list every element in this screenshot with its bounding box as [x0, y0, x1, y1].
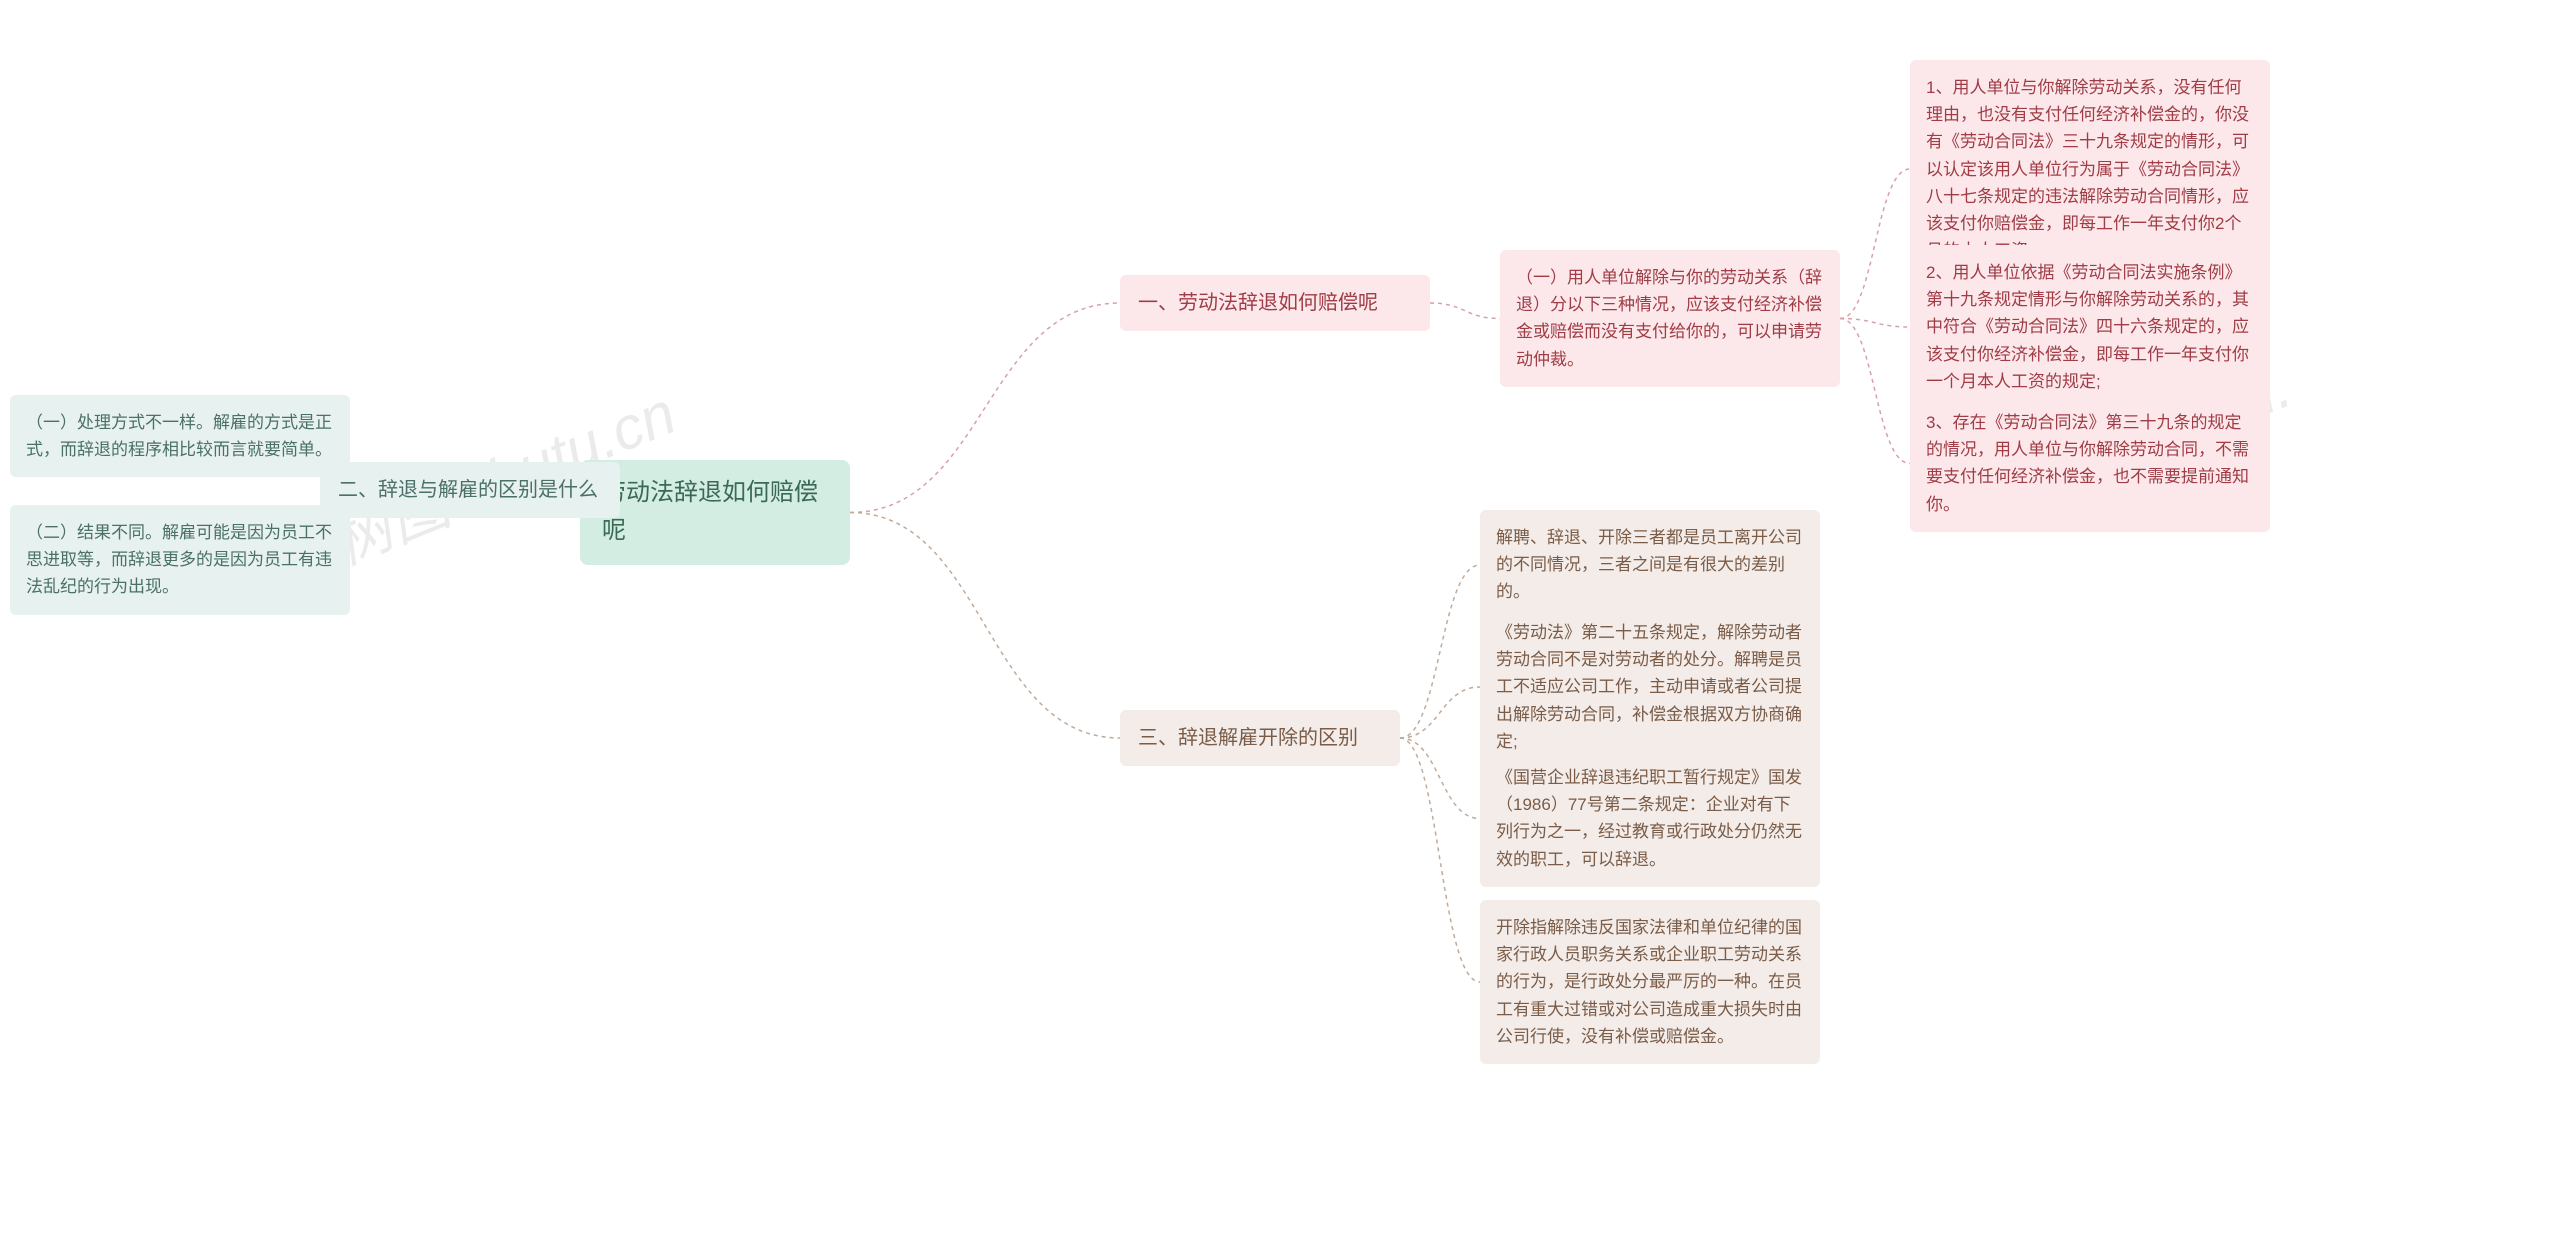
leaf-node[interactable]: 3、存在《劳动合同法》第三十九条的规定的情况，用人单位与你解除劳动合同，不需要支…	[1910, 395, 2270, 532]
leaf-node[interactable]: 《国营企业辞退违纪职工暂行规定》国发（1986）77号第二条规定：企业对有下列行…	[1480, 750, 1820, 887]
branch-node-1[interactable]: 一、劳动法辞退如何赔偿呢	[1120, 275, 1430, 331]
leaf-node[interactable]: （一）处理方式不一样。解雇的方式是正式，而辞退的程序相比较而言就要简单。	[10, 395, 350, 477]
leaf-node[interactable]: （二）结果不同。解雇可能是因为员工不思进取等，而辞退更多的是因为员工有违法乱纪的…	[10, 505, 350, 615]
leaf-node[interactable]: （一）用人单位解除与你的劳动关系（辞退）分以下三种情况，应该支付经济补偿金或赔偿…	[1500, 250, 1840, 387]
branch-node-2[interactable]: 二、辞退与解雇的区别是什么	[320, 462, 620, 518]
leaf-node[interactable]: 2、用人单位依据《劳动合同法实施条例》第十九条规定情形与你解除劳动关系的，其中符…	[1910, 245, 2270, 409]
leaf-node[interactable]: 开除指解除违反国家法律和单位纪律的国家行政人员职务关系或企业职工劳动关系的行为，…	[1480, 900, 1820, 1064]
root-node[interactable]: 劳动法辞退如何赔偿呢	[580, 460, 850, 565]
leaf-node[interactable]: 《劳动法》第二十五条规定，解除劳动者劳动合同不是对劳动者的处分。解聘是员工不适应…	[1480, 605, 1820, 769]
mindmap-canvas: 树图 shutu.cn shutu. 劳动法辞退如何赔偿呢 一、劳动法辞退如何赔…	[20, 30, 2540, 1230]
leaf-node[interactable]: 解聘、辞退、开除三者都是员工离开公司的不同情况，三者之间是有很大的差别的。	[1480, 510, 1820, 620]
branch-node-3[interactable]: 三、辞退解雇开除的区别	[1120, 710, 1400, 766]
